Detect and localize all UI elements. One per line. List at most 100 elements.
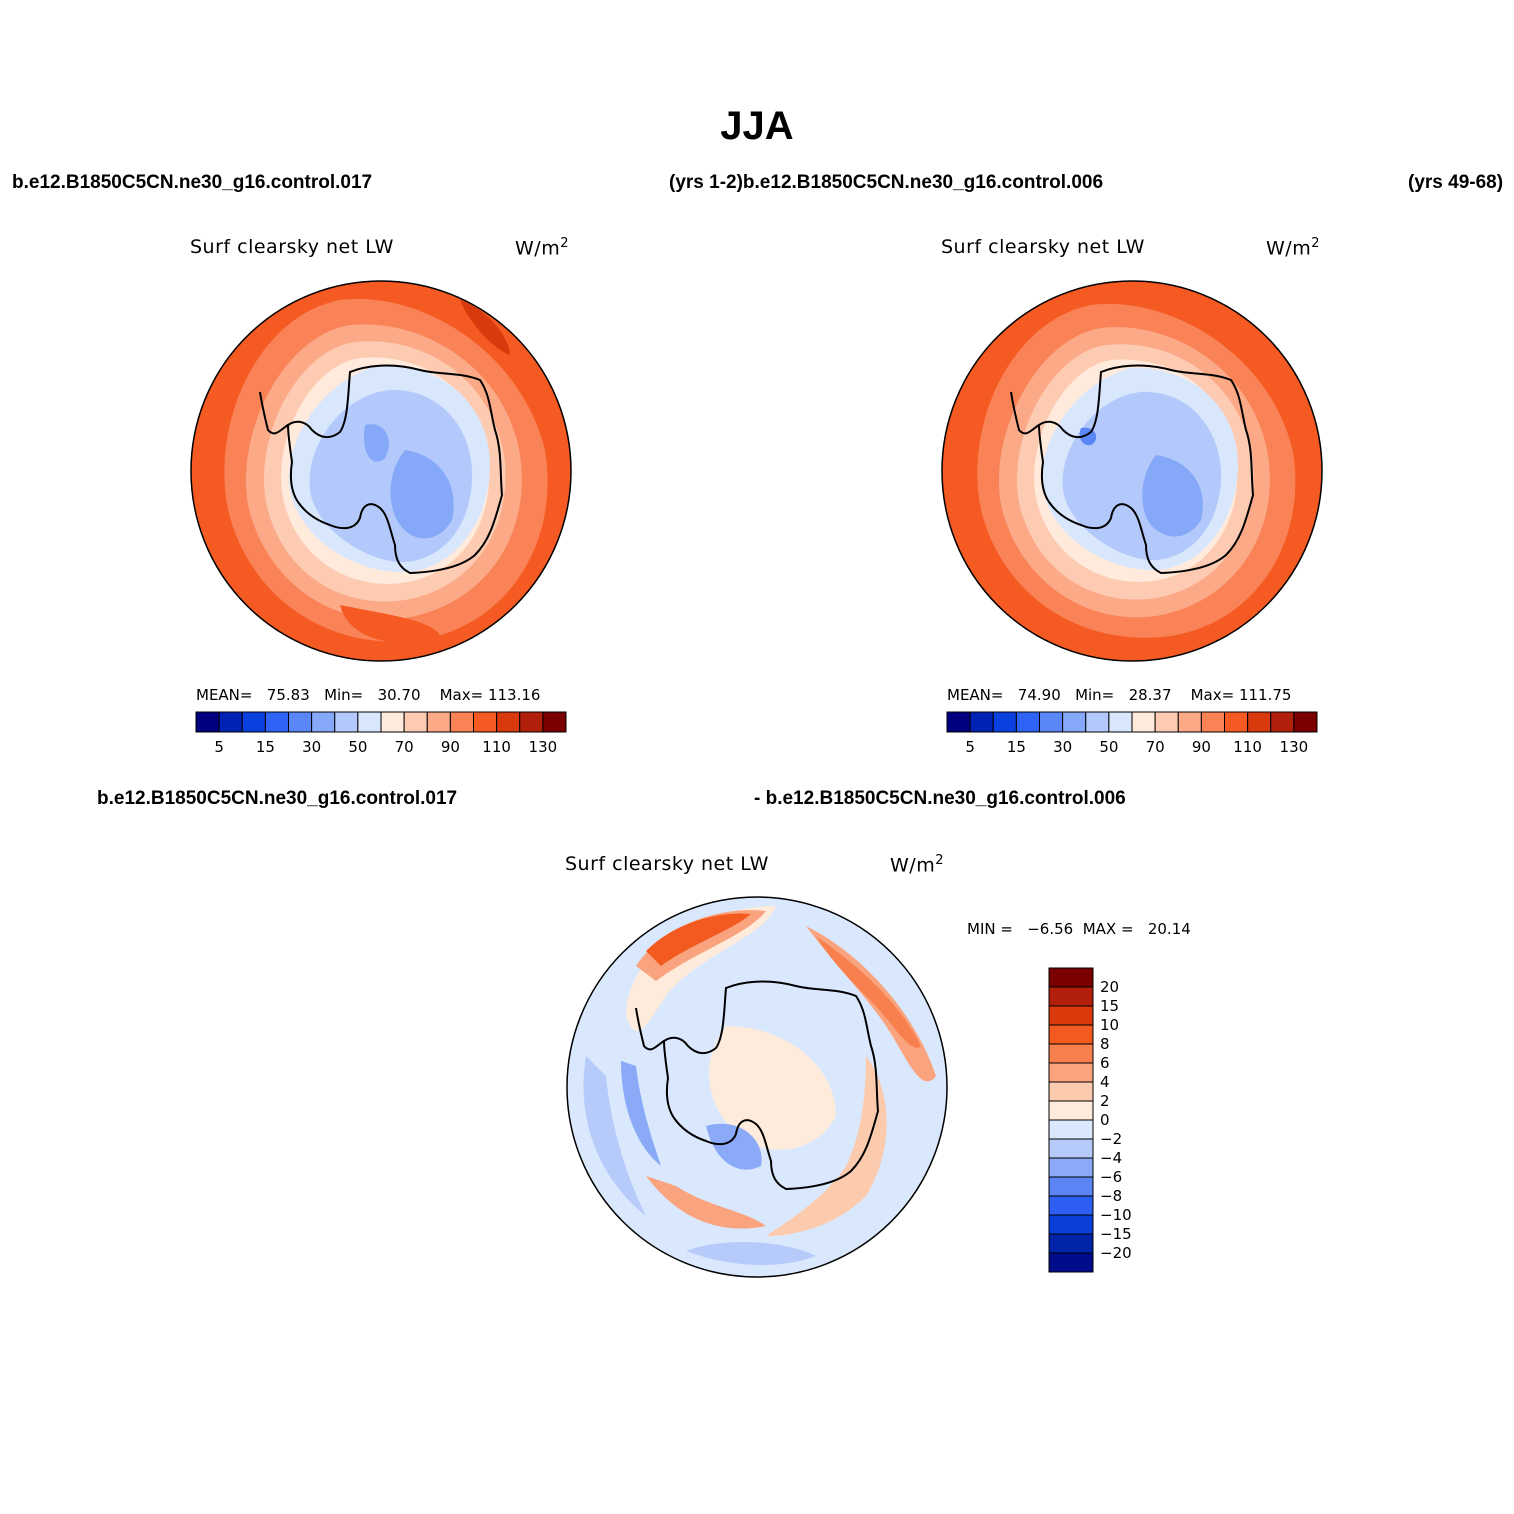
- colorbar-tick-label: 50: [1099, 738, 1119, 756]
- colorbar-tick-label: 110: [1233, 738, 1262, 756]
- colorbar-swatch: [1270, 711, 1295, 733]
- colorbar-swatch: [992, 711, 1017, 733]
- colorbar-swatch: [1247, 711, 1272, 733]
- colorbar-tick-label: 90: [440, 738, 460, 756]
- colorbar-tick-label: 2: [1100, 1092, 1110, 1110]
- colorbar-tick-label: 5: [214, 738, 224, 756]
- panel2-variable-label: Surf clearsky net LW: [941, 236, 1145, 258]
- colorbar-swatch: [311, 711, 336, 733]
- colorbar-swatch: [288, 711, 313, 733]
- colorbar-tick-label: 90: [1191, 738, 1211, 756]
- colorbar-swatch: [1048, 1138, 1094, 1159]
- colorbar-swatch: [1048, 1176, 1094, 1197]
- map-difference: [566, 896, 948, 1278]
- colorbar-swatch: [1177, 711, 1202, 733]
- map-case-017: [190, 280, 572, 662]
- colorbar-tick-label: 70: [394, 738, 414, 756]
- diff-stats: MIN = −6.56 MAX = 20.14: [967, 920, 1191, 938]
- colorbar-swatch: [1085, 711, 1110, 733]
- colorbar-swatch: [1015, 711, 1040, 733]
- colorbar-swatch: [357, 711, 382, 733]
- colorbar-tick-label: 15: [255, 738, 275, 756]
- colorbar-tick-label: −6: [1100, 1168, 1123, 1186]
- panel1-colorbar: [195, 711, 567, 733]
- diff-units: W/m2: [890, 853, 944, 877]
- colorbar-swatch: [542, 711, 567, 733]
- colorbar-tick-label: −4: [1100, 1149, 1123, 1167]
- colorbar-swatch: [473, 711, 498, 733]
- panel1-variable-label: Surf clearsky net LW: [190, 236, 394, 258]
- colorbar-swatch: [1048, 1100, 1094, 1121]
- colorbar-swatch: [241, 711, 266, 733]
- colorbar-swatch: [1224, 711, 1249, 733]
- colorbar-tick-label: 130: [528, 738, 558, 756]
- panel2-stats: MEAN= 74.90 Min= 28.37 Max= 111.75: [947, 686, 1292, 704]
- colorbar-swatch: [1131, 711, 1156, 733]
- diff-case-b-header: - b.e12.B1850C5CN.ne30_g16.control.006: [754, 788, 1126, 809]
- colorbar-tick-label: 50: [348, 738, 368, 756]
- diff-case-a-header: b.e12.B1850C5CN.ne30_g16.control.017: [97, 788, 458, 809]
- colorbar-tick-label: 4: [1100, 1073, 1110, 1091]
- panel1-stats: MEAN= 75.83 Min= 30.70 Max= 113.16: [196, 686, 541, 704]
- colorbar-tick-label: 8: [1100, 1035, 1110, 1053]
- colorbar-tick-label: 70: [1145, 738, 1165, 756]
- colorbar-swatch: [380, 711, 405, 733]
- colorbar-swatch: [1108, 711, 1133, 733]
- colorbar-tick-label: −20: [1100, 1244, 1132, 1262]
- colorbar-swatch: [1048, 1081, 1094, 1102]
- colorbar-swatch: [218, 711, 243, 733]
- panel2-colorbar: [946, 711, 1318, 733]
- colorbar-tick-label: −15: [1100, 1225, 1132, 1243]
- colorbar-tick-label: −2: [1100, 1130, 1123, 1148]
- colorbar-tick-label: 15: [1006, 738, 1026, 756]
- colorbar-swatch: [946, 711, 971, 733]
- colorbar-swatch: [449, 711, 474, 733]
- colorbar-swatch: [1048, 1024, 1094, 1045]
- colorbar-swatch: [1048, 1043, 1094, 1064]
- colorbar-swatch: [403, 711, 428, 733]
- case-b-header: (yrs 1-2)b.e12.B1850C5CN.ne30_g16.contro…: [669, 172, 1104, 193]
- colorbar-tick-label: 10: [1100, 1016, 1120, 1034]
- panel1-units: W/m2: [515, 236, 569, 260]
- colorbar-swatch: [1048, 986, 1094, 1007]
- colorbar-swatch: [1039, 711, 1064, 733]
- colorbar-swatch: [264, 711, 289, 733]
- colorbar-swatch: [1048, 1157, 1094, 1178]
- colorbar-swatch: [1293, 711, 1318, 733]
- colorbar-tick-label: 130: [1279, 738, 1309, 756]
- colorbar-swatch: [1048, 1062, 1094, 1083]
- colorbar-swatch: [1062, 711, 1087, 733]
- colorbar-tick-label: 5: [965, 738, 975, 756]
- colorbar-swatch: [1048, 1233, 1094, 1254]
- colorbar-tick-label: −8: [1100, 1187, 1123, 1205]
- colorbar-swatch: [969, 711, 994, 733]
- colorbar-tick-label: 30: [1053, 738, 1073, 756]
- colorbar-swatch: [1048, 967, 1094, 988]
- diff-colorbar: [1048, 967, 1094, 1273]
- season-title: JJA: [720, 104, 794, 148]
- colorbar-swatch: [1154, 711, 1179, 733]
- colorbar-swatch: [426, 711, 451, 733]
- colorbar-tick-label: 30: [302, 738, 322, 756]
- colorbar-tick-label: −10: [1100, 1206, 1132, 1224]
- case-a-header: b.e12.B1850C5CN.ne30_g16.control.017: [12, 172, 373, 193]
- colorbar-swatch: [334, 711, 359, 733]
- colorbar-swatch: [1048, 1005, 1094, 1026]
- colorbar-swatch: [1200, 711, 1225, 733]
- colorbar-tick-label: 20: [1100, 978, 1120, 996]
- years-b-header: (yrs 49-68): [1408, 172, 1504, 193]
- colorbar-swatch: [496, 711, 521, 733]
- colorbar-swatch: [519, 711, 544, 733]
- colorbar-swatch: [1048, 1195, 1094, 1216]
- colorbar-tick-label: 6: [1100, 1054, 1110, 1072]
- colorbar-swatch: [1048, 1119, 1094, 1140]
- colorbar-tick-label: 110: [482, 738, 511, 756]
- diff-variable-label: Surf clearsky net LW: [565, 853, 769, 875]
- colorbar-tick-label: 0: [1100, 1111, 1110, 1129]
- map-case-006: [941, 280, 1323, 662]
- colorbar-swatch: [1048, 1214, 1094, 1235]
- colorbar-swatch: [195, 711, 220, 733]
- colorbar-swatch: [1048, 1252, 1094, 1273]
- colorbar-tick-label: 15: [1100, 997, 1120, 1015]
- panel2-units: W/m2: [1266, 236, 1320, 260]
